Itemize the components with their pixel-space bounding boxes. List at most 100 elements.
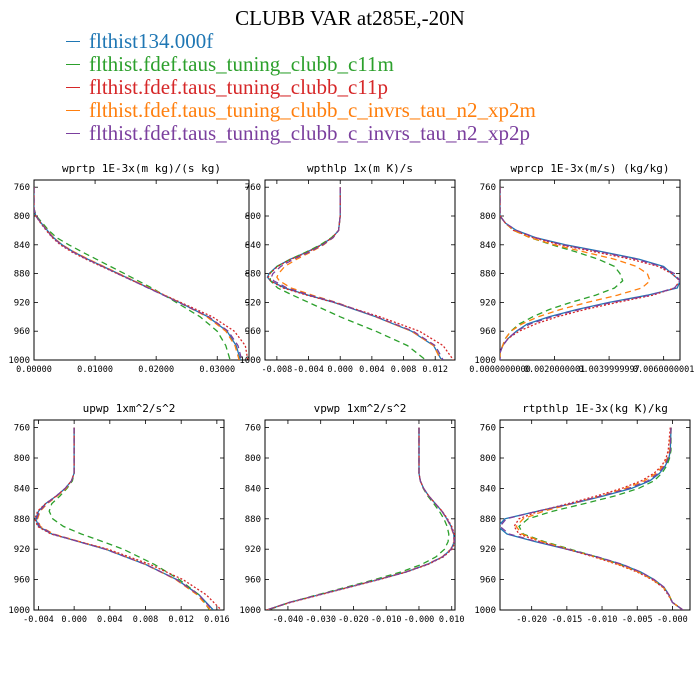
legend-entry: flthist.fdef.taus_tuning_clubb_c11p [66,75,536,99]
legend-swatch [66,41,80,42]
panel-3: wprcp 1E-3x(m/s) (kg/kg) 760 800 840 880 920 9… [469,162,694,375]
y-tick-label: 920 [480,298,496,308]
y-tick-label: 960 [480,327,496,337]
x-tick-label: -0.008 [262,365,293,375]
x-tick-label: 0.01000 [77,365,113,375]
series-line-3 [34,187,249,360]
legend-label: flthist.fdef.taus_tuning_clubb_c_invrs_t… [89,98,536,122]
series-line-2 [269,187,427,360]
x-tick-label: 0.004 [97,615,123,625]
series-line-5 [500,187,680,360]
x-tick-label: 0.00000 [16,365,52,375]
legend-entry: flthist.fdef.taus_tuning_clubb_c11m [66,52,536,76]
x-tick-label: -0.004 [293,365,324,375]
y-tick-label: 920 [14,545,30,555]
x-tick-label: -0.030 [305,615,336,625]
y-tick-label: 920 [480,545,496,555]
y-tick-label: 760 [245,183,261,193]
legend-swatch [66,87,80,88]
x-tick-label: -0.015 [551,615,582,625]
series-line-3 [267,187,454,360]
x-tick-label: 0.008 [391,365,417,375]
panel-title: wprtp 1E-3x(m kg)/(s kg) [62,162,221,175]
x-tick-label: 0.0020000001 [524,365,585,375]
y-tick-label: 800 [480,454,496,464]
legend-label: flthist.fdef.taus_tuning_clubb_c_invrs_t… [89,121,530,145]
x-tick-label: -0.020 [516,615,547,625]
y-tick-label: 960 [245,327,261,337]
y-tick-label: 1000 [8,606,30,616]
x-tick-label: -0.004 [23,615,54,625]
plot-frame [33,179,250,361]
y-tick-label: 1000 [239,606,261,616]
y-tick-label: 800 [14,212,30,222]
panel-title: vpwp 1xm^2/s^2 [314,402,407,415]
series-line-1 [34,187,242,360]
y-tick-label: 880 [480,515,496,525]
x-tick-label: 0.0039999997 [578,365,639,375]
y-tick-label: 760 [480,424,496,434]
x-tick-label: -0.040 [273,615,304,625]
series-line-5 [270,187,444,360]
x-tick-label: -0.000 [657,615,688,625]
y-tick-label: 880 [245,270,261,280]
series-line-2 [34,187,231,360]
legend-entry: flthist.fdef.taus_tuning_clubb_c_invrs_t… [66,121,536,145]
y-tick-label: 960 [14,327,30,337]
legend: flthist134.000f flthist.fdef.taus_tuning_… [66,29,536,145]
y-tick-label: 840 [480,484,496,494]
y-tick-label: 1000 [239,356,261,366]
panel-6: rtpthlp 1E-3x(kg K)/kg 760 800 840 880 920 960… [474,402,691,625]
legend-entry: flthist.fdef.taus_tuning_clubb_c_invrs_t… [66,98,536,122]
panel-4: upwp 1xm^2/s^2 760 800 840 880 920 960 1000-0.0… [8,402,229,625]
panel-1: wprtp 1E-3x(m kg)/(s kg) 760 800 840 880 920 9… [8,162,250,375]
y-tick-label: 840 [14,484,30,494]
series-line-2 [500,187,624,360]
panel-title: wpthlp 1x(m K)/s [307,162,413,175]
series-line-1 [500,427,684,610]
series-line-4 [36,427,212,610]
legend-swatch [66,110,80,111]
y-tick-label: 920 [245,298,261,308]
y-tick-label: 1000 [474,356,496,366]
x-tick-label: -0.010 [371,615,402,625]
x-tick-label: 0.010 [439,615,465,625]
series-line-5 [266,427,455,610]
y-tick-label: 760 [480,183,496,193]
series-line-4 [34,187,240,360]
x-tick-label: 0.016 [204,615,230,625]
y-tick-label: 920 [245,545,261,555]
y-tick-label: 920 [14,298,30,308]
y-tick-label: 880 [245,515,261,525]
y-tick-label: 880 [14,515,30,525]
legend-entry: flthist134.000f [66,29,536,53]
panel-title: upwp 1xm^2/s^2 [83,402,176,415]
series-line-4 [515,427,684,610]
series-line-1 [35,427,214,610]
y-tick-label: 880 [14,270,30,280]
plot-frame [499,419,691,611]
y-tick-label: 800 [245,212,261,222]
figure-title: CLUBB VAR at285E,-20N [235,6,465,30]
legend-swatch [66,64,80,65]
y-tick-label: 1000 [474,606,496,616]
panel-5: vpwp 1xm^2/s^2 760 800 840 880 920 960 1000 -0.0… [239,402,464,625]
x-tick-label: 0.012 [422,365,448,375]
series-line-1 [266,427,455,610]
x-tick-label: 0.03000 [199,365,235,375]
y-tick-label: 960 [245,576,261,586]
series-line-3 [500,187,680,360]
y-tick-label: 840 [14,241,30,251]
x-tick-label: -0.020 [338,615,369,625]
y-tick-label: 800 [14,454,30,464]
x-tick-label: -0.005 [622,615,653,625]
y-tick-label: 760 [14,183,30,193]
series-line-2 [48,427,211,610]
y-tick-label: 880 [480,270,496,280]
x-tick-label: -0.010 [587,615,618,625]
y-tick-label: 840 [245,484,261,494]
panel-title: wprcp 1E-3x(m/s) (kg/kg) [511,162,670,175]
legend-label: flthist.fdef.taus_tuning_clubb_c11p [89,75,389,99]
y-tick-label: 840 [480,241,496,251]
y-tick-label: 760 [14,424,30,434]
